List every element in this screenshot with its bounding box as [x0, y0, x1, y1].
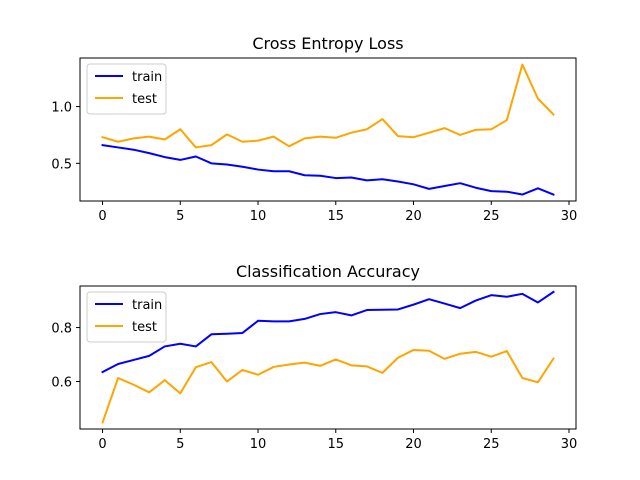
- x-tick-label: 15: [328, 437, 345, 452]
- legend-label-test: test: [132, 92, 157, 107]
- legend-label-train: train: [132, 70, 162, 85]
- x-tick-label: 20: [405, 437, 422, 452]
- legend-label-test: test: [132, 320, 157, 335]
- y-tick-label: 0.6: [51, 376, 72, 391]
- series-line-test: [101, 63, 555, 149]
- y-tick-label: 1.0: [51, 101, 72, 116]
- series-line-train: [101, 144, 555, 196]
- x-tick-label: 30: [561, 209, 578, 224]
- x-tick-label: 15: [328, 209, 345, 224]
- x-tick-label: 0: [98, 209, 106, 224]
- plot-frame: [79, 285, 577, 430]
- x-tick-label: 5: [176, 209, 184, 224]
- y-tick-label: 0.8: [51, 322, 72, 337]
- y-tick-label: 0.5: [51, 157, 72, 172]
- plot-frame: [79, 57, 577, 202]
- x-tick-label: 5: [176, 437, 184, 452]
- x-tick-label: 25: [483, 209, 500, 224]
- x-tick-label: 20: [405, 209, 422, 224]
- chart-0: Cross Entropy Loss 0 5 10 15 20 25 30 0.5 1.0 trai…: [51, 34, 577, 224]
- x-tick-label: 10: [250, 209, 267, 224]
- legend: train test: [86, 291, 167, 343]
- legend-label-train: train: [132, 298, 162, 313]
- chart-title: Cross Entropy Loss: [252, 34, 403, 53]
- series-line-train: [101, 290, 555, 374]
- x-tick-label: 10: [250, 437, 267, 452]
- legend: train test: [86, 63, 167, 115]
- chart-title: Classification Accuracy: [236, 262, 420, 281]
- x-tick-label: 0: [98, 437, 106, 452]
- x-tick-label: 25: [483, 437, 500, 452]
- x-tick-label: 30: [561, 437, 578, 452]
- chart-1: Classification Accuracy 0 5 10 15 20 25 30 0.6 0.…: [51, 262, 577, 452]
- series-line-test: [101, 348, 555, 424]
